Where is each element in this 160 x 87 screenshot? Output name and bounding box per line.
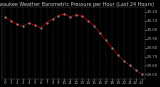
Title: Milwaukee Weather Barometric Pressure per Hour (Last 24 Hours): Milwaukee Weather Barometric Pressure pe…	[0, 2, 154, 7]
